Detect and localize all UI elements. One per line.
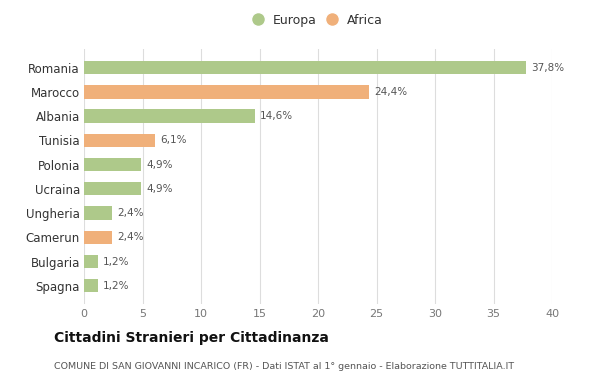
Text: 2,4%: 2,4% (117, 208, 143, 218)
Text: 1,2%: 1,2% (103, 256, 129, 266)
Legend: Europa, Africa: Europa, Africa (250, 10, 386, 30)
Bar (84, 109, 255, 123)
Bar (84, 231, 112, 244)
Text: 1,2%: 1,2% (103, 281, 129, 291)
Text: Cittadini Stranieri per Cittadinanza: Cittadini Stranieri per Cittadinanza (54, 331, 329, 345)
Text: 2,4%: 2,4% (117, 232, 143, 242)
Text: COMUNE DI SAN GIOVANNI INCARICO (FR) - Dati ISTAT al 1° gennaio - Elaborazione T: COMUNE DI SAN GIOVANNI INCARICO (FR) - D… (54, 362, 514, 370)
Text: 24,4%: 24,4% (374, 87, 407, 97)
Text: 6,1%: 6,1% (160, 135, 187, 145)
Bar (84, 85, 370, 98)
Text: 4,9%: 4,9% (146, 160, 173, 169)
Bar (84, 134, 155, 147)
Bar (84, 182, 142, 195)
Bar (84, 255, 98, 268)
Text: 14,6%: 14,6% (260, 111, 293, 121)
Bar (84, 61, 526, 74)
Bar (84, 158, 142, 171)
Text: 37,8%: 37,8% (531, 63, 564, 73)
Bar (84, 279, 98, 293)
Text: 4,9%: 4,9% (146, 184, 173, 194)
Bar (84, 206, 112, 220)
